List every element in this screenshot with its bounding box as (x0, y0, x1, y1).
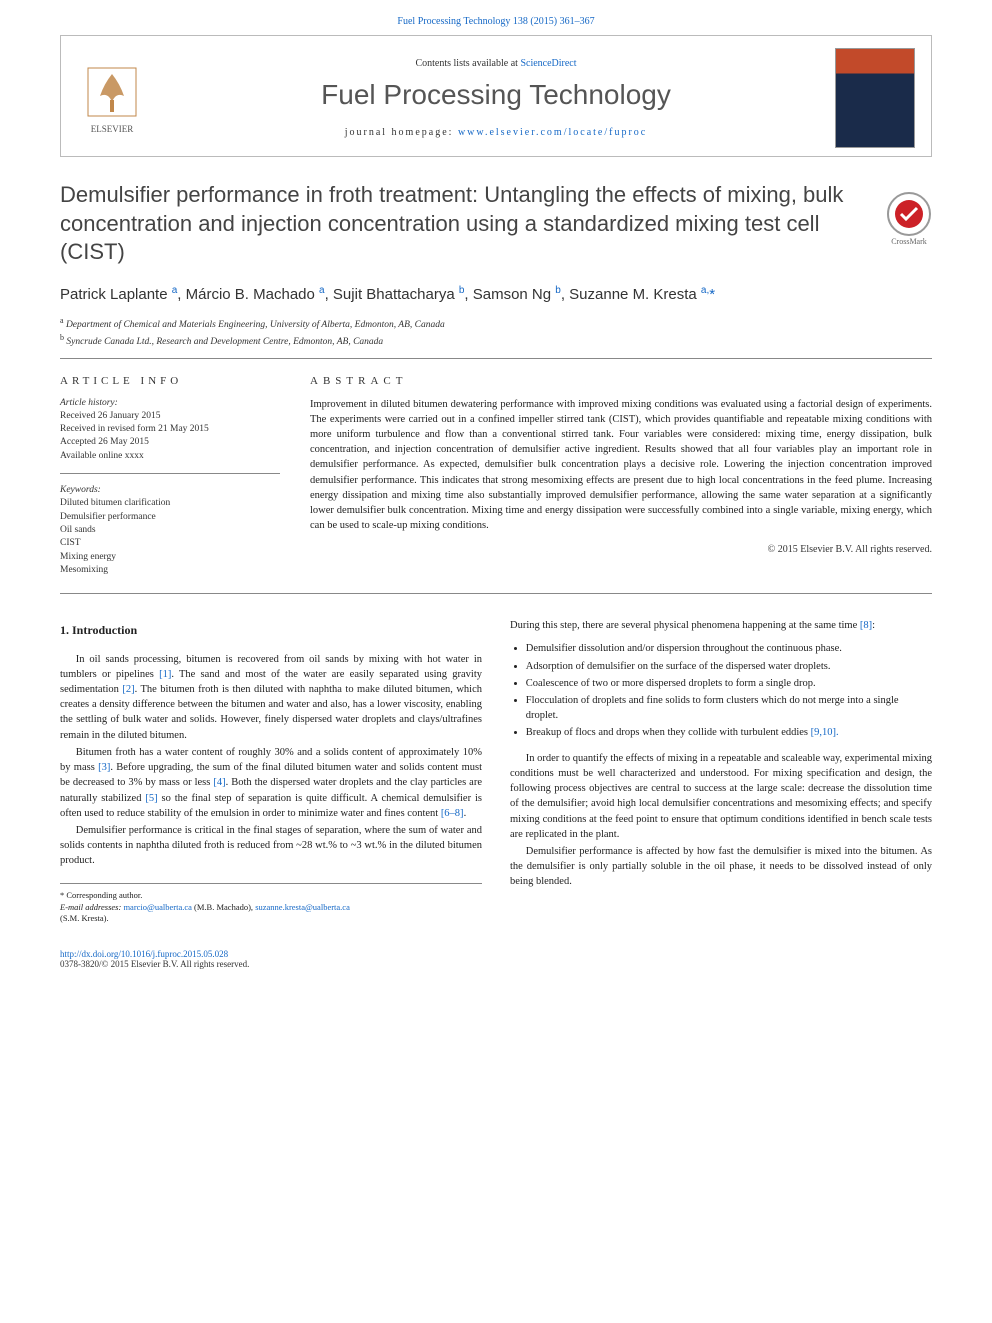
contents-available: Contents lists available at ScienceDirec… (207, 58, 785, 69)
abstract-copyright: © 2015 Elsevier B.V. All rights reserved… (310, 544, 932, 555)
article-info-head: article info (60, 375, 280, 387)
elsevier-tree-icon (82, 62, 142, 122)
history-accepted: Accepted 26 May 2015 (60, 436, 280, 449)
phenomena-item: Coalescence of two or more dispersed dro… (526, 676, 932, 691)
authors-list: Patrick Laplante a, Márcio B. Machado a,… (60, 285, 932, 303)
affiliation-b: Syncrude Canada Ltd., Research and Devel… (66, 337, 383, 347)
history-title: Article history: (60, 397, 280, 410)
doi-link[interactable]: http://dx.doi.org/10.1016/j.fuproc.2015.… (60, 949, 228, 959)
keyword-item: Diluted bitumen clarification (60, 497, 280, 510)
abstract-column: abstract Improvement in diluted bitumen … (310, 375, 932, 578)
email-label: E-mail addresses: (60, 902, 123, 912)
journal-title: Fuel Processing Technology (207, 79, 785, 111)
cite-9-10[interactable]: [9,10]. (808, 727, 839, 738)
keyword-item: Mixing energy (60, 551, 280, 564)
cite-4[interactable]: [4] (213, 777, 225, 788)
email-2[interactable]: suzanne.kresta@ualberta.ca (255, 902, 350, 912)
intro-p2: Bitumen froth has a water content of rou… (60, 745, 482, 821)
history-received: Received 26 January 2015 (60, 410, 280, 423)
journal-header: ELSEVIER Contents lists available at Sci… (60, 35, 932, 157)
cite-5[interactable]: [5] (145, 793, 157, 804)
corresponding-footnote: * Corresponding author. E-mail addresses… (60, 883, 482, 926)
journal-cover-thumb[interactable] (835, 48, 915, 148)
intro-p3: Demulsifier performance is critical in t… (60, 823, 482, 869)
keyword-item: Oil sands (60, 524, 280, 537)
intro-p5: In order to quantify the effects of mixi… (510, 751, 932, 842)
cite-6-8[interactable]: [6–8] (441, 808, 464, 819)
history-online: Available online xxxx (60, 450, 280, 463)
journal-citation[interactable]: Fuel Processing Technology 138 (2015) 36… (0, 0, 992, 35)
article-info-column: article info Article history: Received 2… (60, 375, 280, 578)
homepage-prefix: journal homepage: (345, 127, 458, 138)
cite-8[interactable]: [8] (860, 620, 872, 631)
affiliation-a: Department of Chemical and Materials Eng… (66, 320, 445, 330)
elsevier-label: ELSEVIER (91, 124, 134, 134)
section-intro-head: 1. Introduction (60, 622, 482, 639)
abstract-head: abstract (310, 375, 932, 387)
cite-3[interactable]: [3] (98, 762, 110, 773)
keywords-title: Keywords: (60, 484, 280, 497)
keyword-item: Mesomixing (60, 564, 280, 577)
contents-prefix: Contents lists available at (415, 58, 520, 69)
journal-homepage: journal homepage: www.elsevier.com/locat… (207, 127, 785, 138)
sciencedirect-link[interactable]: ScienceDirect (520, 58, 576, 69)
intro-p6: Demulsifier performance is affected by h… (510, 844, 932, 890)
crossmark-badge[interactable]: CrossMark (886, 191, 932, 246)
keyword-item: Demulsifier performance (60, 511, 280, 524)
phenomena-item: Breakup of flocs and drops when they col… (526, 725, 932, 740)
article-history: Article history: Received 26 January 201… (60, 397, 280, 474)
article-title: Demulsifier performance in froth treatme… (60, 181, 932, 267)
crossmark-icon (886, 191, 932, 237)
cite-1[interactable]: [1] (159, 669, 171, 680)
history-revised: Received in revised form 21 May 2015 (60, 423, 280, 436)
intro-p4: During this step, there are several phys… (510, 618, 932, 633)
intro-p1: In oil sands processing, bitumen is reco… (60, 652, 482, 743)
homepage-link[interactable]: www.elsevier.com/locate/fuproc (458, 127, 647, 138)
corresponding-label: * Corresponding author. (60, 890, 482, 902)
crossmark-label: CrossMark (891, 237, 927, 246)
abstract-text: Improvement in diluted bitumen dewaterin… (310, 397, 932, 534)
email-1[interactable]: marcio@ualberta.ca (123, 902, 191, 912)
phenomena-item: Flocculation of droplets and fine solids… (526, 693, 932, 723)
keyword-item: CIST (60, 537, 280, 550)
page-footer: http://dx.doi.org/10.1016/j.fuproc.2015.… (60, 949, 932, 969)
elsevier-logo[interactable]: ELSEVIER (77, 58, 147, 138)
phenomena-item: Demulsifier dissolution and/or dispersio… (526, 641, 932, 656)
phenomena-item: Adsorption of demulsifier on the surface… (526, 659, 932, 674)
article-body: 1. Introduction In oil sands processing,… (60, 618, 932, 925)
affiliations: a Department of Chemical and Materials E… (60, 315, 932, 350)
cite-2[interactable]: [2] (122, 684, 134, 695)
issn-line: 0378-3820/© 2015 Elsevier B.V. All right… (60, 959, 249, 969)
phenomena-list: Demulsifier dissolution and/or dispersio… (526, 641, 932, 740)
keywords-block: Keywords: Diluted bitumen clarificationD… (60, 484, 280, 577)
